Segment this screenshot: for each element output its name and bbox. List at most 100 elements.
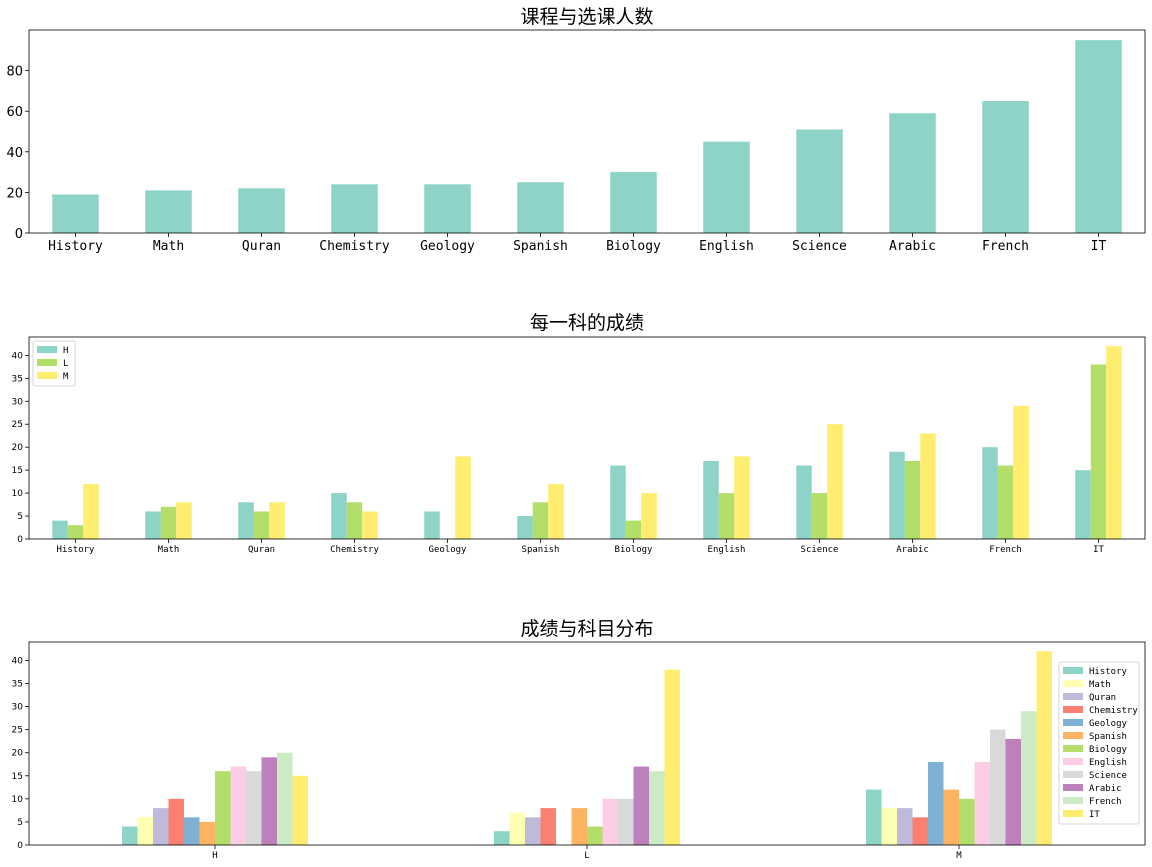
x-tick-label: Chemistry [330,545,379,555]
bar [912,817,928,845]
bar [532,502,549,539]
x-tick-label: History [48,239,103,254]
bar [83,483,99,539]
y-tick-label: 20 [12,443,24,453]
y-tick-label: 5 [17,512,23,522]
bar [618,798,634,845]
bar [959,798,975,845]
bar [974,761,990,845]
bar [571,808,587,845]
y-tick-label: 40 [12,351,24,361]
bar [897,808,913,845]
x-tick-label: Geology [420,239,475,254]
y-tick-label: 20 [6,186,23,201]
y-tick-label: 80 [6,65,23,80]
bar [602,798,618,845]
legend-swatch [1063,745,1083,752]
y-tick-label: 30 [12,703,24,713]
x-tick-label: History [57,545,96,555]
x-tick-label: M [956,851,962,861]
bar [122,826,138,845]
bar [261,757,277,845]
bar [160,506,177,539]
bar [664,669,680,845]
x-tick-label: H [212,851,217,861]
legend: History Math Quran Chemistry Geology Spanish B… [1058,661,1140,825]
bar [587,826,603,845]
y-tick-label: 15 [12,772,23,782]
legend-label: French [1089,797,1122,807]
bar [199,821,215,845]
x-tick-label: Science [792,239,847,254]
bar [509,812,525,845]
x-tick-label: Quran [242,239,281,254]
y-tick-label: 5 [17,818,23,828]
legend: HLM [32,340,76,387]
legend-label: H [63,346,68,356]
bar [230,766,246,845]
legend-swatch [1063,693,1083,700]
x-tick-label: IT [1091,239,1107,254]
x-tick-label: Chemistry [319,239,390,254]
bar [540,808,556,845]
legend-swatch [1063,771,1083,778]
legend-swatch [1063,784,1083,791]
x-tick-label: Arabic [896,545,929,555]
subject-by-grade-chart: 0 5 10 15 20 25 30 35 40 H L M History Math Quran Chemi… [12,641,1146,861]
bar [455,456,471,539]
bar [253,511,270,539]
bar [982,447,998,539]
bar [649,771,665,845]
y-tick-label: 0 [17,841,23,851]
legend-label: Biology [1089,745,1128,755]
chart-title: 成绩与科目分布 [520,618,653,640]
bar [184,817,200,845]
legend-swatch [1063,797,1083,804]
bar [548,483,564,539]
legend-label: Chemistry [1089,706,1138,716]
y-tick-label: 60 [6,105,23,120]
bar [517,516,533,539]
bar [734,456,750,539]
bar [1075,470,1091,539]
bar [269,502,285,539]
legend-label: L [63,359,68,369]
legend-label: Geology [1089,719,1128,729]
y-tick-label: 20 [12,749,24,759]
x-tick-label: Biology [615,545,654,555]
y-tick-label: 25 [12,726,23,736]
bar [796,129,843,233]
legend-label: Math [1089,680,1111,690]
x-tick-label: IT [1093,545,1104,555]
bar [641,493,657,539]
legend-label: IT [1089,810,1100,820]
chart-title: 每一科的成绩 [530,312,644,334]
bar [610,465,626,539]
plot-frame [28,336,1146,540]
bar [277,752,293,845]
x-tick-label: Spanish [522,545,560,555]
bar [881,808,897,845]
x-tick-label: Math [158,545,180,555]
bar [215,771,231,845]
legend-label: Science [1089,771,1127,781]
bar [1013,405,1029,539]
y-tick-label: 15 [12,466,23,476]
legend-label: Arabic [1089,784,1122,794]
bar [920,433,936,539]
y-tick-label: 35 [12,374,23,384]
bar [990,729,1006,845]
bar [1090,364,1107,539]
bar [1021,711,1037,845]
bar [424,511,440,539]
x-tick-label: Biology [606,239,661,254]
x-tick-label: Spanish [513,239,568,254]
legend-swatch [1063,758,1083,765]
bar [176,502,192,539]
bar [889,113,936,233]
bar [1036,651,1052,845]
enrollment-chart: 0 20 40 60 80 History Math Quran Chemistry Geolog… [6,29,1146,254]
bar [362,511,378,539]
bar [1075,40,1122,234]
